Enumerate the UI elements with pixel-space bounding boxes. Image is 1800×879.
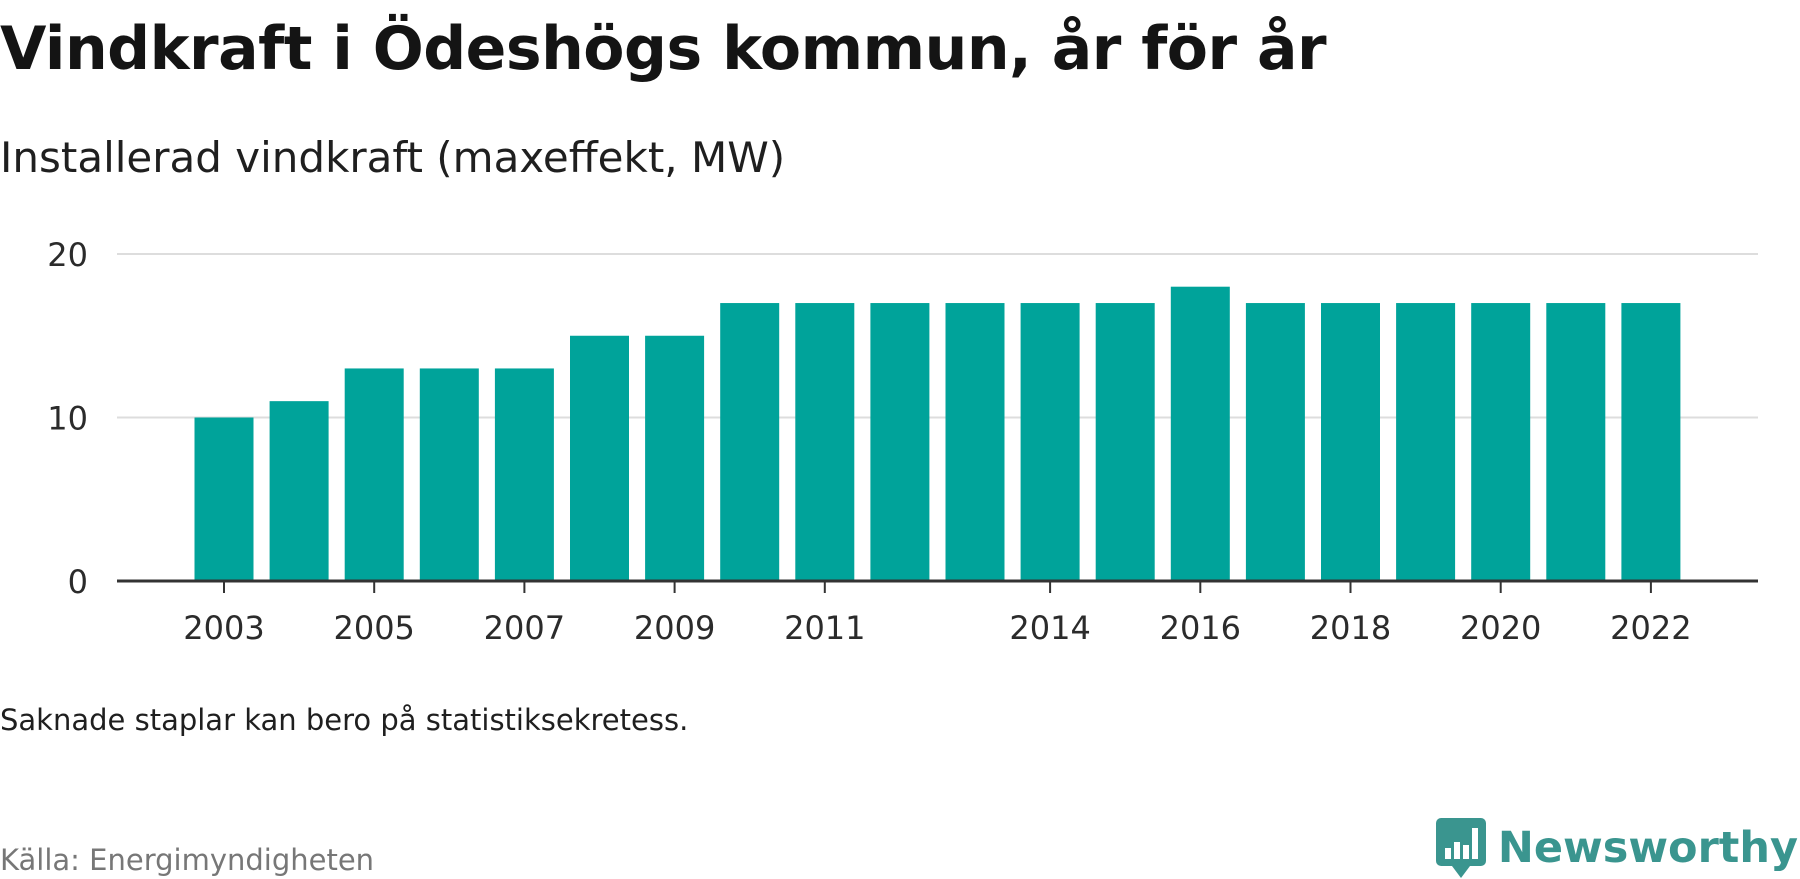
y-tick-label: 20 <box>47 236 88 274</box>
bar-2011 <box>795 303 855 581</box>
bar-chart: 0 10 20 2003 2005 2007 2009 2011 2014 2016 2018 202… <box>47 236 1758 647</box>
x-tick-label: 2018 <box>1310 609 1391 647</box>
axes: 0 10 20 2003 2005 2007 2009 2011 2014 2016 2018 202… <box>47 236 1758 647</box>
bar-2015 <box>1095 303 1155 581</box>
bar-2007 <box>494 368 554 581</box>
bar-2017 <box>1245 303 1305 581</box>
bar-2005 <box>344 368 404 581</box>
x-tick-label: 2009 <box>634 609 715 647</box>
x-tick-label: 2005 <box>333 609 414 647</box>
x-tick-label: 2014 <box>1009 609 1090 647</box>
bar-2013 <box>945 303 1005 581</box>
bar-2014 <box>1020 303 1080 581</box>
newsworthy-logo-icon <box>1435 818 1486 878</box>
source-credit: Källa: Energimyndigheten <box>0 843 375 877</box>
x-tick-label: 2011 <box>784 609 865 647</box>
bar-2010 <box>720 303 780 581</box>
footnote: Saknade staplar kan bero på statistiksek… <box>0 703 689 737</box>
brand-logo[interactable]: Newsworthy <box>1435 818 1798 878</box>
bar-2018 <box>1321 303 1380 581</box>
bars <box>194 286 1681 581</box>
y-tick-label: 0 <box>68 563 88 601</box>
bar-2003 <box>194 417 254 581</box>
x-tick-label: 2020 <box>1460 609 1541 647</box>
bar-2019 <box>1396 303 1456 581</box>
x-tick-label: 2007 <box>484 609 565 647</box>
bar-2008 <box>570 335 629 581</box>
bar-2004 <box>269 401 329 581</box>
x-tick-label: 2022 <box>1610 609 1691 647</box>
bar-2016 <box>1170 286 1230 581</box>
x-tick-label: 2003 <box>183 609 264 647</box>
bar-2020 <box>1471 303 1531 581</box>
y-tick-label: 10 <box>47 400 88 438</box>
chart-title: Vindkraft i Ödeshögs kommun, år för år <box>0 14 1327 84</box>
bar-2022 <box>1621 303 1681 581</box>
bar-2009 <box>645 335 705 581</box>
bar-2021 <box>1546 303 1606 581</box>
chart-subtitle: Installerad vindkraft (maxeffekt, MW) <box>0 133 786 182</box>
x-tick-label: 2016 <box>1160 609 1241 647</box>
bar-2012 <box>870 303 930 581</box>
bar-2006 <box>419 368 479 581</box>
brand-name: Newsworthy <box>1497 823 1798 873</box>
